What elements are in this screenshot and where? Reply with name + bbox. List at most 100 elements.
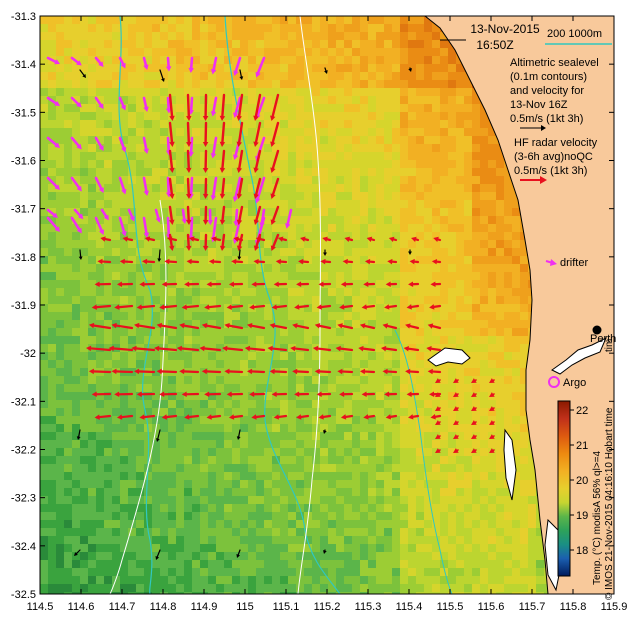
- sst-cell: [88, 384, 96, 392]
- sst-cell: [104, 360, 112, 368]
- sst-cell: [528, 496, 536, 504]
- sst-cell: [160, 520, 168, 528]
- sst-cell: [136, 472, 144, 480]
- sst-cell: [472, 208, 480, 216]
- sst-cell: [136, 144, 144, 152]
- sst-cell: [264, 224, 272, 232]
- sst-cell: [344, 432, 352, 440]
- sst-cell: [40, 568, 48, 576]
- sst-cell: [168, 40, 176, 48]
- sst-cell: [96, 32, 104, 40]
- sst-cell: [432, 240, 440, 248]
- sst-cell: [520, 384, 528, 392]
- sst-cell: [488, 368, 496, 376]
- sst-cell: [400, 392, 408, 400]
- sst-cell: [360, 552, 368, 560]
- sst-cell: [208, 24, 216, 32]
- sst-cell: [472, 296, 480, 304]
- sst-cell: [320, 224, 328, 232]
- sst-cell: [88, 352, 96, 360]
- sst-cell: [232, 352, 240, 360]
- sst-cell: [264, 448, 272, 456]
- sst-cell: [416, 528, 424, 536]
- sst-cell: [248, 472, 256, 480]
- sst-cell: [232, 416, 240, 424]
- sst-cell: [384, 144, 392, 152]
- sst-cell: [160, 504, 168, 512]
- sst-cell: [136, 536, 144, 544]
- sst-cell: [448, 464, 456, 472]
- sst-cell: [248, 88, 256, 96]
- sst-cell: [456, 480, 464, 488]
- sst-cell: [96, 176, 104, 184]
- sst-cell: [336, 256, 344, 264]
- sst-cell: [472, 528, 480, 536]
- sst-cell: [240, 264, 248, 272]
- sst-cell: [312, 424, 320, 432]
- sst-cell: [296, 424, 304, 432]
- sst-cell: [120, 120, 128, 128]
- sst-cell: [208, 336, 216, 344]
- sst-cell: [184, 40, 192, 48]
- sst-cell: [472, 488, 480, 496]
- sst-cell: [304, 224, 312, 232]
- sst-cell: [168, 272, 176, 280]
- sst-cell: [288, 256, 296, 264]
- sst-cell: [56, 224, 64, 232]
- sst-cell: [320, 528, 328, 536]
- sst-cell: [88, 544, 96, 552]
- sst-cell: [432, 160, 440, 168]
- sst-cell: [288, 520, 296, 528]
- sst-cell: [392, 104, 400, 112]
- sst-cell: [328, 40, 336, 48]
- sst-cell: [320, 456, 328, 464]
- sst-cell: [296, 536, 304, 544]
- sst-cell: [56, 392, 64, 400]
- sst-cell: [520, 496, 528, 504]
- sst-cell: [336, 32, 344, 40]
- sst-cell: [328, 472, 336, 480]
- sst-cell: [40, 224, 48, 232]
- sst-cell: [288, 24, 296, 32]
- sst-cell: [280, 216, 288, 224]
- sst-cell: [176, 232, 184, 240]
- sst-cell: [424, 40, 432, 48]
- sst-cell: [72, 80, 80, 88]
- sst-cell: [160, 264, 168, 272]
- sst-cell: [480, 160, 488, 168]
- sst-cell: [232, 272, 240, 280]
- sst-cell: [232, 184, 240, 192]
- sst-cell: [384, 440, 392, 448]
- sst-cell: [176, 384, 184, 392]
- sst-cell: [240, 128, 248, 136]
- sst-cell: [352, 504, 360, 512]
- sst-cell: [360, 272, 368, 280]
- sst-cell: [328, 328, 336, 336]
- sst-cell: [424, 528, 432, 536]
- sst-cell: [232, 528, 240, 536]
- sst-cell: [528, 520, 536, 528]
- sst-cell: [216, 328, 224, 336]
- sst-cell: [472, 96, 480, 104]
- sst-cell: [152, 568, 160, 576]
- sst-cell: [408, 216, 416, 224]
- sst-cell: [296, 296, 304, 304]
- sst-cell: [112, 472, 120, 480]
- sst-cell: [64, 376, 72, 384]
- sst-cell: [224, 120, 232, 128]
- sst-cell: [352, 104, 360, 112]
- sst-cell: [424, 360, 432, 368]
- sst-cell: [424, 328, 432, 336]
- sst-cell: [368, 312, 376, 320]
- sst-cell: [72, 472, 80, 480]
- sst-cell: [200, 352, 208, 360]
- sst-cell: [264, 480, 272, 488]
- sst-cell: [216, 16, 224, 24]
- sst-cell: [112, 112, 120, 120]
- sst-cell: [80, 328, 88, 336]
- sst-cell: [120, 248, 128, 256]
- sst-cell: [344, 96, 352, 104]
- sst-cell: [240, 64, 248, 72]
- sst-cell: [176, 360, 184, 368]
- sst-cell: [328, 544, 336, 552]
